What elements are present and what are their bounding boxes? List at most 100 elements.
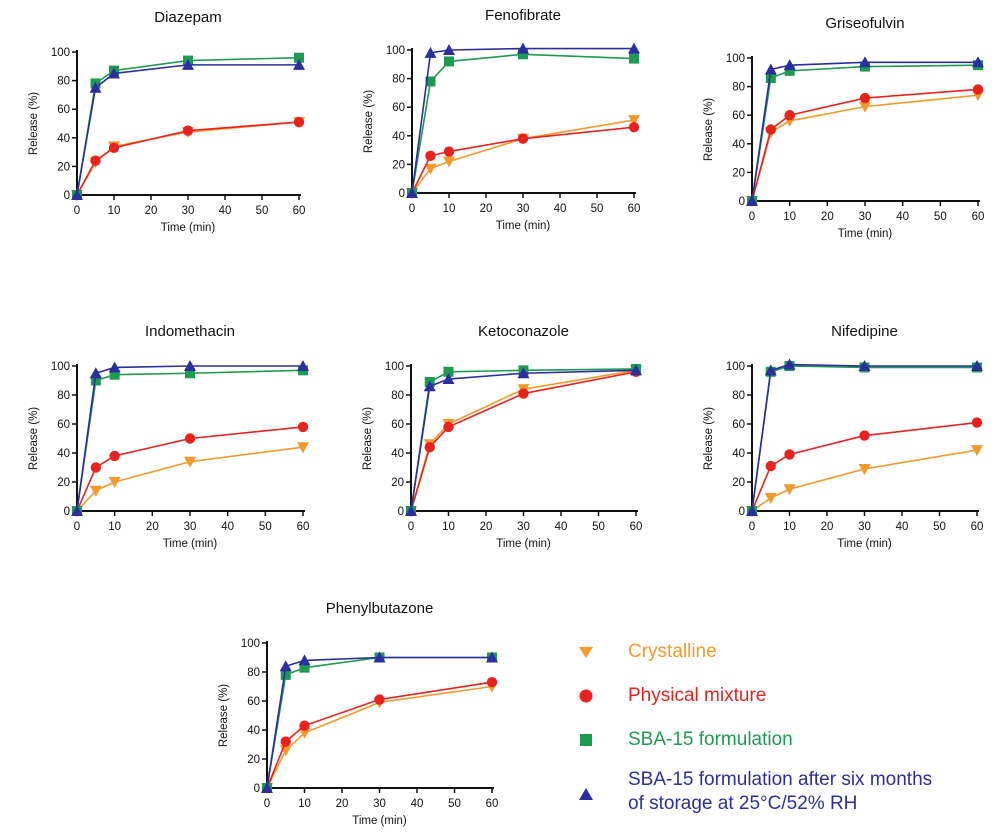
y-tick-label: 0 (254, 783, 260, 795)
x-axis-label: Time (min) (837, 538, 892, 550)
x-tick-label: 50 (448, 798, 461, 810)
series-crystalline (746, 445, 983, 517)
data-point (374, 694, 385, 705)
data-point (972, 84, 984, 95)
x-tick-label: 40 (411, 798, 424, 810)
series-sba15-stored (746, 56, 984, 206)
y-tick-label: 80 (732, 390, 745, 402)
data-point (783, 59, 796, 71)
data-point (423, 380, 436, 392)
y-axis-label: Release (%) (363, 90, 375, 153)
x-tick-label: 20 (146, 521, 159, 533)
data-point (971, 445, 983, 457)
series-physical-mixture (405, 366, 642, 517)
x-axis-label: Time (min) (352, 815, 407, 827)
series-sba15-stored (746, 358, 983, 516)
y-tick-label: 100 (51, 47, 70, 59)
y-tick-label: 100 (386, 45, 405, 57)
x-tick-label: 30 (184, 521, 197, 533)
data-point (517, 367, 530, 379)
x-axis-label: Time (min) (496, 220, 551, 232)
data-point (764, 492, 777, 504)
data-point (184, 456, 196, 468)
data-point (184, 360, 196, 371)
chart-title: Fenofibrate (485, 7, 561, 24)
data-point (90, 375, 101, 386)
x-tick-label: 50 (933, 521, 946, 533)
data-point (630, 364, 642, 376)
legend-label-sba15: SBA-15 formulation (628, 729, 793, 750)
series-crystalline (746, 90, 984, 207)
y-tick-label: 60 (57, 104, 70, 116)
data-point (406, 187, 418, 198)
x-tick-label: 40 (219, 205, 232, 217)
series-physical-mixture (261, 676, 498, 794)
data-point (783, 358, 796, 370)
y-tick-label: 60 (391, 419, 404, 431)
data-point (293, 58, 305, 70)
y-tick-label: 40 (391, 448, 404, 460)
y-tick-label: 20 (392, 159, 405, 171)
x-tick-label: 0 (408, 521, 414, 533)
data-point (443, 421, 454, 433)
series-line (411, 53, 635, 194)
x-tick-label: 60 (972, 211, 985, 223)
x-tick-label: 60 (971, 521, 984, 533)
y-tick-label: 60 (392, 102, 405, 114)
data-point (297, 421, 309, 433)
x-tick-label: 0 (264, 798, 270, 810)
data-point (298, 654, 311, 666)
x-tick-label: 50 (592, 521, 605, 533)
data-point (518, 49, 528, 60)
data-point (972, 56, 984, 68)
data-point (405, 505, 417, 516)
data-point (90, 462, 102, 473)
legend-label-physical-mixture: Physical mixture (628, 685, 767, 706)
series-sba15 (262, 652, 497, 793)
data-point (784, 65, 795, 76)
data-point (765, 460, 776, 472)
series-line (751, 64, 979, 202)
data-point (858, 463, 871, 475)
chart-title: Griseofulvin (825, 15, 904, 32)
legend-label-sba15-stored-line1: SBA-15 formulation after six months (628, 769, 933, 790)
x-tick-label: 40 (555, 521, 568, 533)
x-tick-label: 30 (859, 211, 872, 223)
x-tick-label: 40 (221, 521, 234, 533)
y-tick-label: 40 (392, 131, 405, 143)
y-tick-label: 100 (241, 638, 260, 650)
data-point (424, 46, 437, 58)
series-crystalline (71, 442, 309, 517)
x-axis-label: Time (min) (163, 538, 218, 550)
data-point (783, 484, 796, 496)
series-sba15-stored (71, 360, 309, 516)
data-point (108, 142, 120, 154)
data-point (182, 58, 194, 70)
chart-phenylbutazone: Phenylbutazone 0 20 40 60 80 100 0 10 20 30 40 50 60 T… (218, 600, 498, 827)
x-tick-label: 50 (256, 205, 269, 217)
data-point (424, 163, 437, 175)
x-tick-label: 10 (108, 521, 121, 533)
data-point (280, 736, 291, 747)
x-tick-label: 30 (858, 521, 871, 533)
data-point (486, 651, 498, 663)
data-point (89, 485, 102, 497)
data-point (628, 115, 640, 127)
data-point (108, 477, 121, 488)
x-tick-label: 30 (517, 521, 530, 533)
chart-title: Diazepam (154, 9, 222, 26)
x-tick-label: 10 (783, 521, 796, 533)
y-tick-label: 80 (247, 667, 260, 679)
series-crystalline (406, 115, 640, 199)
x-tick-label: 60 (630, 521, 643, 533)
x-tick-label: 20 (480, 521, 493, 533)
legend-label-crystalline: Crystalline (628, 641, 717, 662)
chart-diazepam: Diazepam 0 20 40 60 80 100 0 10 20 30 40 50 60 Time (m… (28, 9, 305, 234)
y-tick-label: 60 (247, 696, 260, 708)
y-tick-label: 100 (51, 361, 70, 373)
data-point (108, 361, 121, 373)
x-tick-label: 10 (442, 521, 455, 533)
series-physical-mixture (71, 116, 305, 201)
y-tick-label: 20 (57, 161, 70, 173)
data-point (628, 42, 640, 54)
